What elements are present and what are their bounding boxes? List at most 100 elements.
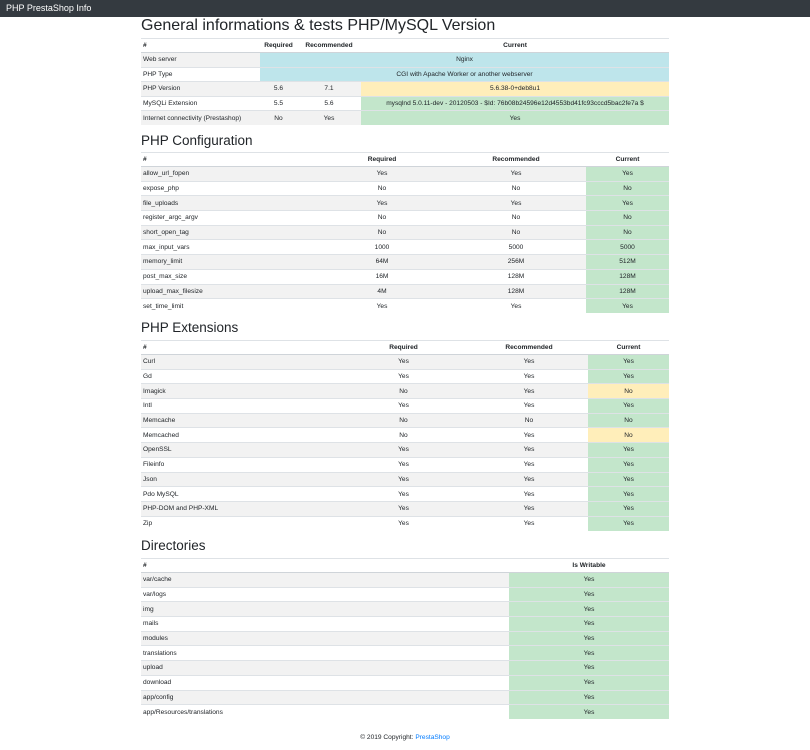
row-recommended: Yes — [470, 471, 588, 487]
table-row: register_argc_argv No No No — [141, 210, 669, 226]
table-row: PHP Version 5.6 7.1 5.6.38-0+deb8u1 — [141, 81, 669, 97]
row-required: No — [318, 224, 446, 240]
row-name: PHP Type — [141, 66, 260, 82]
row-name: translations — [141, 645, 509, 661]
table-row: OpenSSL Yes Yes Yes — [141, 442, 669, 458]
row-required: 4M — [318, 283, 446, 299]
table-row: var/cache Yes — [141, 572, 669, 588]
row-required: 64M — [318, 254, 446, 270]
table-row: file_uploads Yes Yes Yes — [141, 195, 669, 211]
row-recommended: No — [446, 180, 586, 196]
row-name: MySQLi Extension — [141, 95, 260, 111]
table-row: modules Yes — [141, 630, 669, 646]
row-name: Pdo MySQL — [141, 486, 337, 502]
row-name: Json — [141, 471, 337, 487]
row-current: Yes — [586, 195, 669, 211]
row-recommended: 256M — [446, 254, 586, 270]
top-navbar: PHP PrestaShop Info — [0, 0, 810, 17]
row-current: Yes — [586, 298, 669, 314]
row-current: Yes — [588, 515, 669, 531]
footer-copyright: © 2019 Copyright: — [360, 734, 414, 741]
table-header-row: # Required Recommended Current — [141, 38, 669, 53]
row-name: file_uploads — [141, 195, 318, 211]
row-current: Yes — [588, 500, 669, 517]
table-row: Internet connectivity (Prestashop) No Ye… — [141, 110, 669, 126]
row-writable: Yes — [509, 660, 669, 676]
row-name: set_time_limit — [141, 298, 318, 314]
row-name: post_max_size — [141, 268, 318, 284]
table-row: Memcache No No No — [141, 412, 669, 428]
column-header-required: Required — [337, 340, 470, 355]
row-recommended: 5000 — [446, 239, 586, 255]
table-row: mails Yes — [141, 616, 669, 632]
table-row: translations Yes — [141, 645, 669, 661]
row-current: Nginx — [260, 52, 669, 68]
row-name: Intl — [141, 398, 337, 414]
column-header-recommended: Recommended — [446, 152, 586, 167]
table-row: allow_url_fopen Yes Yes Yes — [141, 166, 669, 182]
column-header-name: # — [141, 152, 318, 167]
row-name: allow_url_fopen — [141, 166, 318, 182]
row-name: Zip — [141, 515, 337, 531]
row-recommended: Yes — [446, 195, 586, 211]
row-name: Memcache — [141, 412, 337, 428]
row-writable: Yes — [509, 616, 669, 632]
section-title-extensions: PHP Extensions — [141, 320, 239, 335]
row-current: Yes — [588, 398, 669, 414]
row-required: Yes — [318, 298, 446, 314]
table-row: Intl Yes Yes Yes — [141, 398, 669, 414]
row-writable: Yes — [509, 704, 669, 720]
navbar-brand-link[interactable]: PHP PrestaShop Info — [6, 3, 92, 13]
row-current: Yes — [361, 110, 669, 126]
row-name: OpenSSL — [141, 442, 337, 458]
table-row: MySQLi Extension 5.5 5.6 mysqlnd 5.0.11-… — [141, 95, 669, 111]
table-row: Imagick No Yes No — [141, 383, 669, 399]
row-name: upload_max_filesize — [141, 283, 318, 299]
row-required: 1000 — [318, 239, 446, 255]
row-current: 5000 — [586, 239, 669, 255]
row-name: Internet connectivity (Prestashop) — [141, 110, 260, 126]
row-required: No — [318, 180, 446, 196]
row-current: mysqlnd 5.0.11-dev - 20120503 - $Id: 76b… — [361, 95, 669, 111]
row-name: register_argc_argv — [141, 210, 318, 226]
row-recommended: No — [470, 412, 588, 428]
table-row: PHP Type CGI with Apache Worker or anoth… — [141, 66, 669, 82]
row-required: Yes — [337, 486, 470, 502]
row-current: 512M — [586, 254, 669, 270]
footer-prestashop-link[interactable]: PrestaShop — [415, 734, 450, 741]
row-current: No — [588, 427, 669, 443]
row-recommended: Yes — [470, 456, 588, 472]
row-writable: Yes — [509, 674, 669, 690]
table-row: Curl Yes Yes Yes — [141, 354, 669, 370]
column-header-name: # — [141, 340, 337, 355]
table-header-row: # Is Writable — [141, 558, 669, 573]
row-current: Yes — [588, 354, 669, 370]
row-required: Yes — [337, 515, 470, 531]
row-name: Curl — [141, 354, 337, 370]
section-title-directories: Directories — [141, 538, 206, 553]
row-recommended: Yes — [470, 442, 588, 458]
row-required: 5.6 — [260, 81, 297, 97]
row-required: Yes — [337, 456, 470, 472]
row-name: app/config — [141, 689, 509, 705]
row-recommended: 128M — [446, 268, 586, 284]
footer: © 2019 Copyright: PrestaShop — [0, 734, 810, 741]
column-header-recommended: Recommended — [297, 38, 361, 53]
row-name: Gd — [141, 368, 337, 384]
column-header-name: # — [141, 38, 260, 53]
row-recommended: Yes — [470, 515, 588, 531]
row-required: Yes — [337, 368, 470, 384]
table-row: expose_php No No No — [141, 180, 669, 196]
row-current: No — [586, 224, 669, 240]
row-required: 16M — [318, 268, 446, 284]
row-required: No — [318, 210, 446, 226]
row-name: Web server — [141, 52, 260, 68]
general-info-table: # Required Recommended Current Web serve… — [141, 38, 669, 126]
column-header-name: # — [141, 558, 509, 573]
table-row: Pdo MySQL Yes Yes Yes — [141, 486, 669, 502]
row-name: var/cache — [141, 572, 509, 588]
row-name: modules — [141, 630, 509, 646]
column-header-required: Required — [318, 152, 446, 167]
row-recommended: No — [446, 210, 586, 226]
row-name: PHP Version — [141, 81, 260, 97]
